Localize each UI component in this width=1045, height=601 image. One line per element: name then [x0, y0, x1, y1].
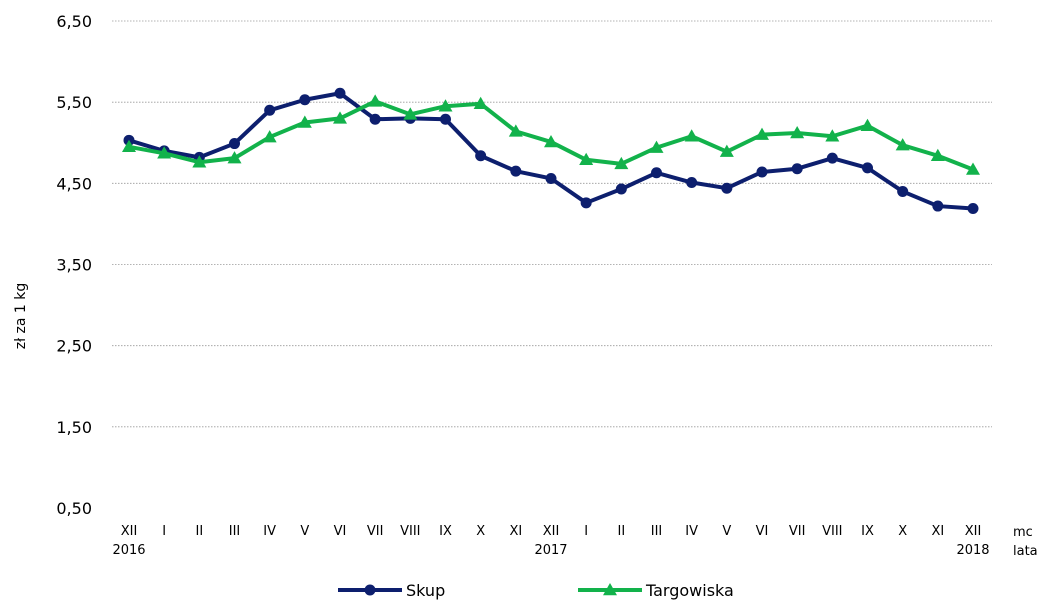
data-point [334, 87, 346, 99]
data-point [333, 111, 347, 124]
legend: Skup Targowiska [338, 581, 734, 600]
data-point [579, 152, 594, 166]
x-tick-label: XI [931, 524, 944, 539]
data-point [475, 150, 487, 162]
data-point [615, 183, 627, 195]
grid-lines [112, 20, 992, 428]
data-point [508, 124, 523, 137]
data-point [721, 182, 733, 194]
x-unit-label: mc [1013, 525, 1033, 540]
data-point [930, 148, 945, 161]
x-year-axis-label: lata [1013, 544, 1038, 559]
data-point [262, 130, 277, 143]
x-tick-label: IX [439, 524, 452, 539]
series-skup [123, 87, 979, 214]
data-point [545, 172, 557, 184]
y-axis-ticks: 0,50 1,50 2,50 3,50 4,50 5,50 6,50 [56, 12, 92, 518]
y-tick-label: 5,50 [56, 93, 92, 112]
data-point [299, 94, 311, 106]
data-point [862, 162, 873, 174]
data-point [510, 165, 522, 177]
data-point [966, 162, 980, 175]
data-point [897, 185, 909, 197]
data-point [227, 151, 242, 164]
x-tick-label: XII [543, 524, 560, 539]
y-tick-label: 6,50 [56, 12, 92, 31]
x-tick-label: XII [121, 524, 138, 539]
data-point [603, 583, 617, 596]
data-point [649, 140, 664, 153]
data-point [473, 96, 488, 110]
data-point [895, 138, 910, 151]
data-point [825, 129, 840, 142]
legend-item-skup: Skup [338, 581, 445, 600]
data-point [755, 127, 769, 140]
x-tick-label: VI [756, 524, 769, 539]
x-tick-label: V [300, 524, 309, 539]
data-point [192, 155, 207, 168]
y-tick-label: 1,50 [56, 418, 92, 437]
data-point [967, 202, 979, 214]
x-tick-label: I [584, 524, 588, 539]
data-point [826, 152, 838, 164]
data-point [544, 134, 558, 148]
data-point [403, 107, 418, 120]
data-point [719, 144, 734, 157]
data-point [368, 94, 383, 107]
x-tick-label: III [229, 524, 241, 539]
data-point [157, 146, 172, 159]
x-tick-label: X [476, 524, 485, 539]
data-point [580, 197, 592, 209]
x-tick-label: X [898, 524, 907, 539]
x-tick-label: IV [263, 524, 276, 539]
x-year-label: 2017 [534, 543, 567, 558]
data-point [756, 166, 768, 178]
x-tick-label: XII [965, 524, 982, 539]
legend-label: Skup [406, 581, 445, 600]
data-point [440, 113, 451, 125]
series-line [128, 91, 974, 211]
data-point [364, 584, 376, 596]
x-tick-label: V [722, 524, 731, 539]
data-point [932, 200, 944, 212]
y-tick-label: 0,50 [56, 499, 92, 518]
data-point [684, 129, 699, 142]
data-point [438, 99, 453, 112]
x-axis-ticks: XII I II III IV V VI VII VIII IX X XI XII I II III IV V VI… [112, 524, 989, 558]
data-point [229, 138, 240, 150]
y-tick-label: 2,50 [56, 337, 92, 356]
data-point [614, 156, 629, 170]
x-tick-label: XI [509, 524, 522, 539]
x-year-label: 2018 [956, 543, 989, 558]
x-tick-label: III [651, 524, 663, 539]
data-point [686, 177, 698, 189]
y-axis-label: zł za 1 kg [13, 283, 29, 350]
y-tick-label: 3,50 [56, 256, 92, 275]
series-group [122, 87, 980, 214]
x-tick-label: VII [367, 524, 384, 539]
x-tick-label: VIII [822, 524, 842, 539]
series-targowiska [122, 94, 980, 175]
data-point [651, 167, 662, 179]
data-point [791, 163, 803, 175]
x-tick-label: VI [334, 524, 347, 539]
x-year-label: 2016 [112, 543, 145, 558]
x-tick-label: I [162, 524, 166, 539]
x-tick-label: IX [861, 524, 874, 539]
x-tick-label: II [617, 524, 625, 539]
x-tick-label: IV [685, 524, 698, 539]
legend-label: Targowiska [645, 581, 734, 600]
data-point [122, 139, 136, 153]
x-tick-label: VII [789, 524, 806, 539]
data-point [264, 104, 276, 116]
data-point [369, 113, 381, 125]
y-tick-label: 4,50 [56, 174, 92, 193]
x-tick-label: VIII [400, 524, 420, 539]
data-point [860, 118, 875, 131]
legend-item-targowiska: Targowiska [578, 581, 734, 600]
data-point [297, 115, 312, 128]
data-point [790, 126, 805, 139]
x-tick-label: II [195, 524, 203, 539]
